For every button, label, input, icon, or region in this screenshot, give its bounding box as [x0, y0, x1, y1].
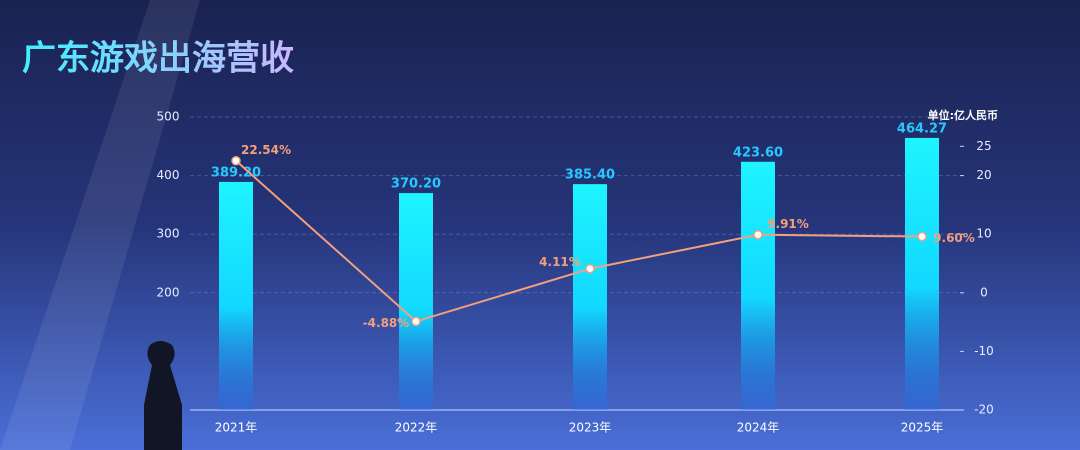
bar-value-label: 464.27 — [897, 121, 947, 136]
unit-label: 单位:亿人民币 — [928, 108, 998, 122]
growth-point — [917, 231, 927, 242]
bar — [905, 137, 939, 410]
bar — [741, 161, 775, 410]
y-tick-label: 200 — [157, 285, 180, 299]
growth-point — [231, 155, 241, 166]
bar-value-label: 370.20 — [391, 177, 441, 192]
y2-tick-label: -20 — [974, 403, 994, 417]
growth-point — [411, 316, 421, 327]
y2-tick-label: 20 — [976, 168, 991, 182]
bar — [573, 184, 607, 410]
y-tick-label: 400 — [157, 168, 180, 182]
y-tick-label: 500 — [157, 110, 180, 124]
x-tick-label: 2021年 — [215, 421, 258, 435]
y-tick-label: 300 — [157, 227, 180, 241]
light-beam — [0, 0, 200, 450]
y2-tick-label: 10 — [976, 227, 991, 241]
presenter — [144, 341, 182, 450]
x-tick-label: 2022年 — [395, 421, 438, 435]
growth-value-label: 22.54% — [241, 143, 291, 157]
y2-tick-label: 25 — [976, 139, 991, 153]
x-tick-label: 2024年 — [737, 421, 780, 435]
bar — [219, 181, 253, 410]
y2-tick-label: 0 — [980, 285, 988, 299]
growth-point — [585, 263, 595, 274]
growth-value-label: 4.11% — [539, 255, 581, 269]
y2-tick-label: -10 — [974, 344, 994, 358]
growth-point — [753, 229, 763, 240]
bar — [399, 193, 433, 410]
growth-value-label: 9.60% — [933, 231, 975, 245]
x-tick-label: 2025年 — [901, 421, 944, 435]
chart-title: 广东游戏出海营收 — [22, 39, 294, 79]
bar-value-label: 423.60 — [733, 145, 783, 160]
growth-value-label: -4.88% — [363, 316, 410, 330]
growth-value-label: 9.91% — [767, 217, 809, 231]
x-tick-label: 2023年 — [569, 421, 612, 435]
bar-value-label: 385.40 — [565, 168, 615, 183]
bar-value-label: 389.20 — [211, 165, 261, 180]
